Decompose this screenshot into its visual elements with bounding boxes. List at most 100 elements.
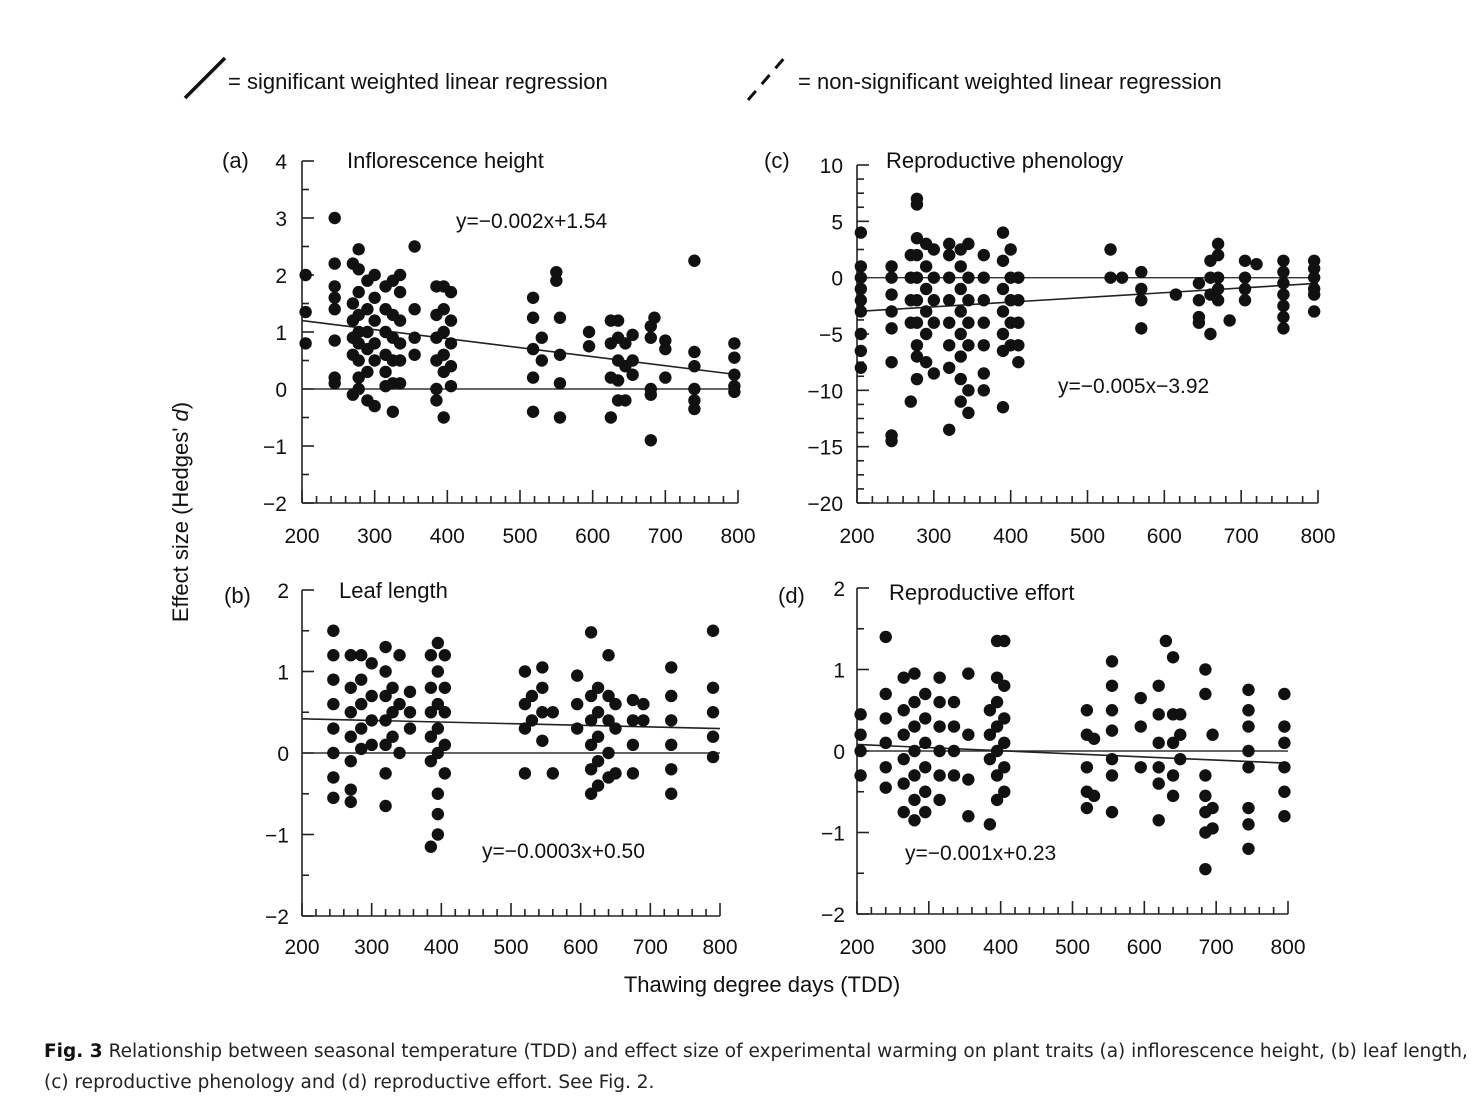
data-point bbox=[998, 712, 1011, 725]
y-tick-label: 1 bbox=[275, 322, 287, 345]
panel-letter: (c) bbox=[764, 148, 790, 173]
data-point bbox=[379, 365, 392, 379]
data-point bbox=[990, 769, 1004, 782]
data-point bbox=[1250, 257, 1263, 271]
data-point bbox=[1277, 254, 1290, 267]
data-point bbox=[947, 769, 961, 782]
data-point bbox=[609, 697, 622, 711]
data-point bbox=[897, 805, 910, 819]
data-point bbox=[983, 704, 997, 717]
data-point bbox=[996, 401, 1010, 414]
data-point bbox=[1152, 679, 1165, 692]
panel-title: Inflorescence height bbox=[347, 148, 544, 173]
data-point bbox=[908, 720, 921, 733]
data-point bbox=[1152, 708, 1165, 721]
caption-text: Relationship between seasonal temperatur… bbox=[44, 1041, 1468, 1093]
data-point bbox=[550, 265, 563, 279]
data-point bbox=[1134, 691, 1147, 705]
data-point bbox=[947, 695, 961, 709]
data-point bbox=[885, 271, 898, 284]
data-point bbox=[706, 730, 720, 743]
data-point bbox=[438, 767, 452, 780]
data-point bbox=[431, 746, 445, 760]
data-point bbox=[910, 316, 924, 329]
data-point bbox=[919, 327, 933, 341]
data-point bbox=[977, 367, 990, 380]
y-tick-label: 2 bbox=[833, 578, 845, 601]
data-point bbox=[352, 325, 365, 339]
y-axis-label: Effect size (Hedges' d) bbox=[168, 402, 193, 622]
data-point bbox=[553, 377, 567, 390]
data-point bbox=[431, 665, 445, 678]
data-point bbox=[393, 649, 406, 662]
data-point bbox=[854, 271, 868, 284]
data-point bbox=[1105, 724, 1119, 737]
data-point bbox=[355, 742, 368, 756]
caption-label: Fig. 3 bbox=[44, 1041, 103, 1062]
data-point bbox=[998, 679, 1011, 692]
data-point bbox=[962, 406, 975, 420]
data-point bbox=[1152, 761, 1165, 774]
y-tick-label: −1 bbox=[263, 436, 287, 459]
data-point bbox=[1134, 720, 1147, 733]
data-point bbox=[659, 342, 672, 356]
data-point bbox=[1192, 316, 1206, 329]
data-point bbox=[927, 271, 941, 284]
data-point bbox=[910, 248, 924, 262]
data-point bbox=[879, 761, 892, 774]
regression-equation: y=−0.002x+1.54 bbox=[456, 210, 608, 233]
data-point bbox=[688, 345, 701, 359]
data-point bbox=[854, 282, 868, 296]
y-tick-label: 4 bbox=[275, 151, 287, 174]
data-point bbox=[927, 367, 941, 380]
y-tick-label: 3 bbox=[275, 208, 287, 231]
data-point bbox=[1199, 663, 1212, 676]
data-point bbox=[626, 368, 639, 381]
data-point bbox=[1135, 322, 1148, 335]
data-point bbox=[854, 294, 868, 307]
data-point bbox=[1206, 728, 1219, 741]
data-point bbox=[659, 371, 672, 384]
data-point bbox=[854, 728, 867, 741]
data-point bbox=[637, 714, 650, 727]
x-tick-label: 600 bbox=[575, 525, 610, 548]
data-point bbox=[431, 722, 445, 735]
data-point bbox=[910, 339, 924, 352]
data-point bbox=[1159, 634, 1173, 648]
data-point bbox=[996, 282, 1010, 296]
data-point bbox=[1087, 732, 1101, 745]
y-tick-label: −2 bbox=[263, 493, 287, 516]
data-point bbox=[908, 695, 921, 709]
data-point bbox=[536, 734, 549, 747]
data-point bbox=[688, 360, 701, 373]
data-point bbox=[644, 331, 657, 344]
data-point bbox=[954, 372, 967, 386]
data-point bbox=[933, 744, 946, 758]
y-tick-label: −1 bbox=[265, 825, 289, 848]
data-point bbox=[943, 361, 956, 374]
data-point bbox=[584, 763, 598, 776]
data-point bbox=[393, 354, 407, 367]
data-point bbox=[379, 738, 392, 752]
data-point bbox=[379, 767, 392, 780]
data-point bbox=[990, 793, 1004, 807]
data-point bbox=[1204, 327, 1217, 341]
data-point bbox=[1135, 282, 1148, 296]
data-point bbox=[535, 354, 548, 367]
data-point bbox=[386, 405, 400, 418]
data-point bbox=[393, 268, 407, 282]
data-point bbox=[584, 714, 598, 727]
data-point bbox=[327, 624, 340, 637]
data-point bbox=[386, 706, 399, 719]
data-point bbox=[393, 697, 406, 711]
data-point bbox=[526, 405, 540, 418]
data-point bbox=[943, 423, 956, 436]
data-point bbox=[393, 314, 407, 327]
data-point bbox=[933, 695, 946, 709]
data-point bbox=[518, 767, 532, 780]
data-point bbox=[591, 754, 605, 768]
data-point bbox=[361, 303, 374, 316]
x-tick-label: 200 bbox=[284, 936, 319, 959]
data-point bbox=[602, 689, 615, 703]
data-point bbox=[393, 377, 407, 390]
